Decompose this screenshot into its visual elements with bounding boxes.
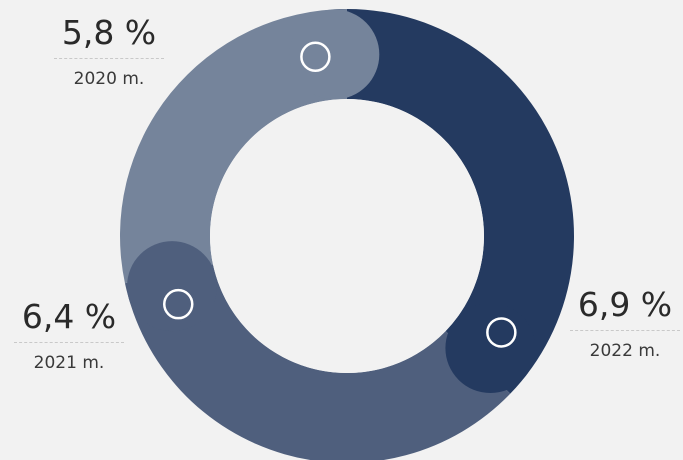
- segment-cap-2021: [127, 241, 218, 332]
- marker-2020: [300, 41, 331, 73]
- donut-hole: [210, 99, 484, 373]
- segment-cap-2020: [289, 9, 380, 100]
- label-2020: 5,8 % 2020 m.: [54, 14, 164, 89]
- marker-2021: [163, 288, 194, 320]
- value-label-2022: 6,9 %: [577, 285, 673, 324]
- year-label-2021: 2021 m.: [33, 353, 105, 373]
- year-label-2022: 2022 m.: [589, 341, 661, 361]
- marker-2022: [486, 317, 517, 348]
- segment-cap-2022: [445, 303, 536, 394]
- label-divider-2021: [14, 342, 124, 343]
- segment-2020: [120, 9, 348, 284]
- label-2021: 6,4 % 2021 m.: [14, 298, 124, 373]
- segment-2021: [124, 264, 511, 460]
- label-divider-2020: [54, 58, 164, 59]
- label-2022: 6,9 % 2022 m.: [570, 286, 680, 361]
- year-label-2020: 2020 m.: [73, 69, 145, 89]
- value-label-2020: 5,8 %: [61, 13, 157, 52]
- value-label-2021: 6,4 %: [21, 297, 117, 336]
- segment-2022: [331, 8, 574, 394]
- label-divider-2022: [570, 330, 680, 331]
